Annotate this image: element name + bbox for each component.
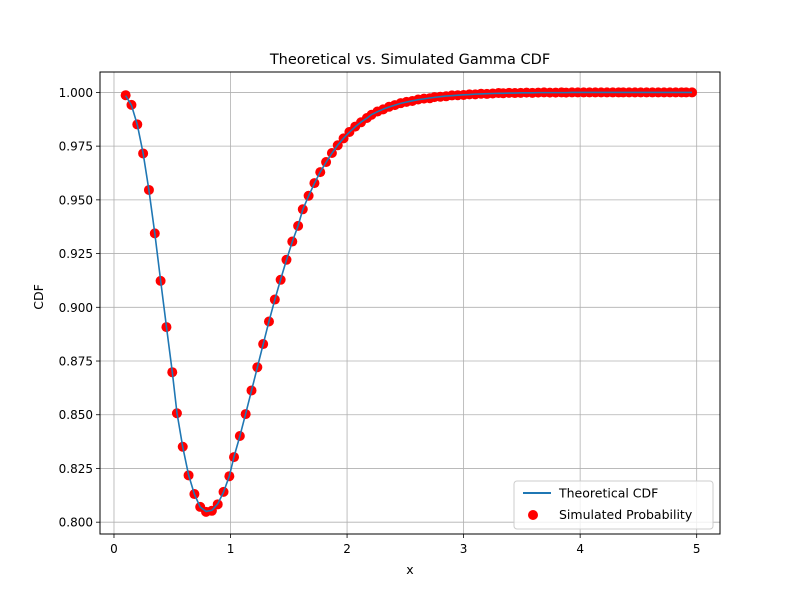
legend-label-simulated: Simulated Probability xyxy=(559,507,693,522)
legend: Theoretical CDF Simulated Probability xyxy=(513,480,714,530)
y-tick-label: 0.925 xyxy=(59,247,93,261)
plot-frame xyxy=(99,71,721,535)
simulated-point xyxy=(120,90,131,101)
x-tick-label: 4 xyxy=(576,542,584,556)
tick-layer: 0 1 2 3 4 5 0.800 0.825 0.850 0.875 0.900 0.925 0.95… xyxy=(59,86,701,556)
legend-box xyxy=(513,480,714,530)
x-tick-label: 1 xyxy=(227,542,235,556)
series-layer xyxy=(120,87,698,517)
y-tick-label: 0.900 xyxy=(59,301,93,315)
y-tick-label: 0.950 xyxy=(59,193,93,207)
y-tick-label: 0.975 xyxy=(59,140,93,154)
y-tick-label: 0.875 xyxy=(59,355,93,369)
y-tick-label: 0.800 xyxy=(59,516,93,530)
legend-scatter-swatch xyxy=(528,510,538,520)
x-axis-label: x xyxy=(406,562,413,577)
y-tick-label: 0.850 xyxy=(59,408,93,422)
x-tick-label: 0 xyxy=(110,542,118,556)
theoretical-cdf-line xyxy=(124,91,693,513)
chart-title: Theoretical vs. Simulated Gamma CDF xyxy=(269,52,550,68)
legend-label-theoretical: Theoretical CDF xyxy=(558,486,658,501)
x-tick-label: 5 xyxy=(693,542,701,556)
x-tick-label: 3 xyxy=(460,542,468,556)
x-tick-label: 2 xyxy=(343,542,351,556)
simulated-point xyxy=(687,87,698,98)
y-tick-label: 0.825 xyxy=(59,462,93,476)
y-axis-label: CDF xyxy=(31,284,46,310)
y-tick-label: 1.000 xyxy=(59,86,93,100)
grid-layer xyxy=(100,72,720,534)
